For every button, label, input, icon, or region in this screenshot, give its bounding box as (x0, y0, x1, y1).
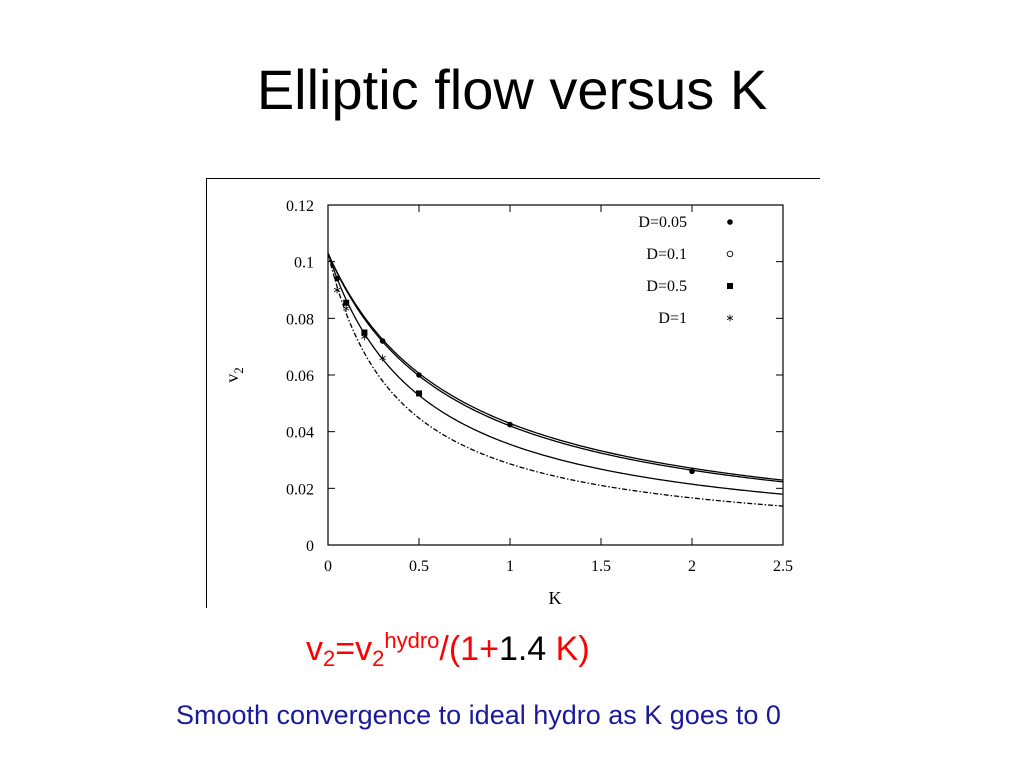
x-tick-label: 2 (688, 558, 696, 575)
y-tick-label: 0.02 (286, 481, 314, 498)
legend-marker (727, 219, 733, 225)
formula-v: v (306, 630, 323, 668)
x-axis-label: K (549, 588, 562, 607)
legend-marker (726, 250, 734, 258)
curve-d-1 (327, 253, 784, 507)
formula-eq: =v (335, 630, 373, 668)
point-d-1 (379, 354, 386, 362)
formula-coefficient: 1.4 (498, 630, 547, 668)
y-tick-label: 0.12 (286, 198, 314, 215)
curve-d-0-1 (327, 252, 784, 483)
axis-ticks: 0 0.5 1 1.5 2 2.5 0 0.02 0.04 0.06 0.08 0.1 0.12 (286, 198, 793, 575)
legend-marker (727, 283, 733, 289)
figure-frame (206, 178, 820, 608)
x-tick-label: 1 (506, 558, 514, 575)
x-tick-label: 1.5 (591, 558, 611, 575)
formula-tail: K) (546, 630, 590, 668)
point-d-0-05 (416, 372, 422, 378)
curve-d-0-5 (327, 252, 784, 495)
slide-title: Elliptic flow versus K (256, 58, 768, 121)
y-axis-label: v2 (222, 367, 246, 383)
curve-d-0-05 (327, 252, 784, 481)
legend-label: D=0.5 (646, 278, 687, 295)
data-points (333, 275, 695, 475)
formula-sub-1: 2 (323, 646, 336, 671)
point-d-0-05 (379, 338, 386, 344)
legend-label: D=0.1 (646, 246, 687, 263)
y-tick-label: 0.04 (286, 425, 314, 442)
v2-vs-k-chart: 0 0.5 1 1.5 2 2.5 0 0.02 0.04 0.06 0.08 0.1 0.12 D=0… (222, 198, 793, 607)
y-tick-label: 0.06 (286, 368, 314, 385)
point-d-0-5 (343, 299, 350, 306)
point-d-0-05 (507, 421, 513, 428)
legend-label: D=1 (658, 310, 687, 327)
formula-sup: hydro (384, 628, 440, 653)
y-tick-label: 0.1 (294, 255, 314, 272)
x-tick-label: 0 (324, 558, 332, 575)
caption: Smooth convergence to ideal hydro as K g… (176, 700, 781, 730)
formula-rest: /(1+ (439, 630, 499, 668)
fit-curves (327, 252, 784, 507)
x-tick-label: 0.5 (409, 558, 429, 575)
legend-marker (726, 314, 734, 322)
point-d-0-5 (416, 390, 422, 397)
point-d-0-5 (361, 329, 368, 336)
y-tick-label: 0.08 (286, 311, 314, 328)
y-tick-label: 0 (306, 538, 314, 555)
point-d-1 (333, 286, 341, 294)
legend: D=0.05 D=0.1 D=0.5 D=1 (638, 214, 734, 327)
point-d-1 (342, 304, 350, 312)
legend-label: D=0.05 (638, 214, 687, 231)
x-tick-label: 2.5 (773, 558, 793, 575)
fit-formula: v2=v2hydro/(1+1.4 K) (306, 628, 590, 672)
point-d-0-05 (689, 468, 695, 475)
point-d-1 (361, 333, 368, 341)
formula-sub-2: 2 (372, 646, 385, 671)
y-axis-label-main: v (222, 374, 242, 383)
point-d-0-05 (334, 275, 340, 282)
y-axis-label-sub: 2 (231, 367, 246, 374)
